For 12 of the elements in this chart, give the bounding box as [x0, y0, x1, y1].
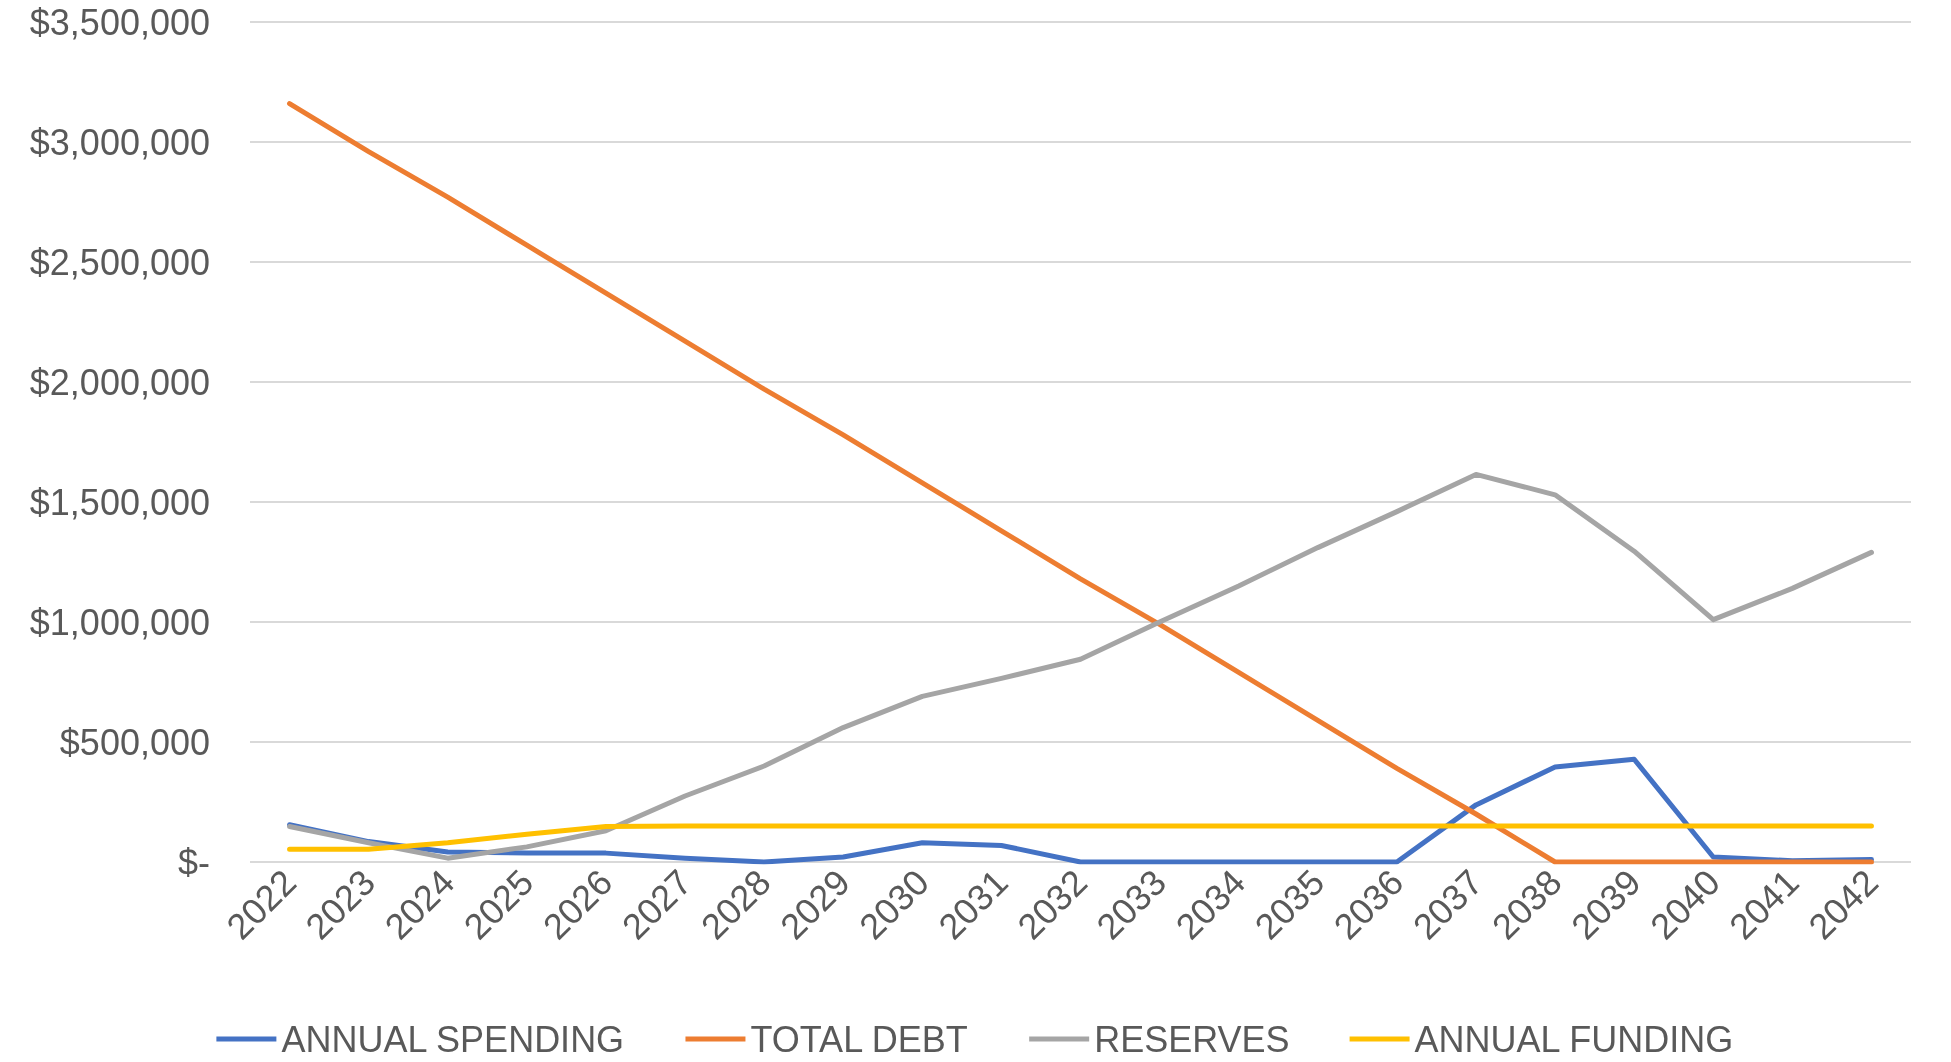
y-tick-label: $1,500,000 [29, 481, 210, 523]
y-tick-label: $3,500,000 [29, 1, 210, 43]
y-tick-label: $3,000,000 [29, 121, 210, 163]
legend-label: TOTAL DEBT [750, 1018, 968, 1060]
legend-label: RESERVES [1094, 1018, 1290, 1060]
legend-label: ANNUAL SPENDING [281, 1018, 625, 1060]
y-tick-label: $2,000,000 [29, 361, 210, 403]
y-tick-label: $2,500,000 [29, 241, 210, 283]
y-tick-label: $500,000 [59, 721, 210, 763]
legend-label: ANNUAL FUNDING [1414, 1018, 1734, 1060]
y-tick-label: $- [177, 841, 210, 883]
y-tick-label: $1,000,000 [29, 601, 210, 643]
